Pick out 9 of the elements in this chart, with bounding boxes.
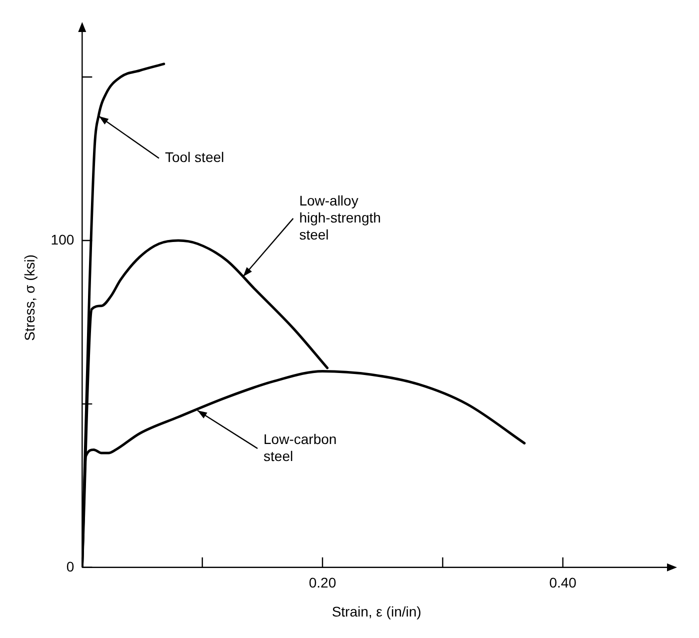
annotation: Tool steel — [164, 149, 224, 166]
annotation: Low-alloy high-strength steel — [299, 192, 381, 242]
y-tick-label: 0 — [66, 558, 74, 574]
annotation: Low-carbon steel — [264, 430, 337, 464]
x-tick-label: 0.20 — [308, 574, 336, 591]
y-tick-label: 100 — [50, 231, 74, 248]
y-axis-title: Stress, σ (ksi) — [21, 254, 38, 341]
x-tick-label: 0.40 — [549, 574, 577, 591]
x-axis-title: Strain, ε (in/in) — [332, 603, 422, 620]
